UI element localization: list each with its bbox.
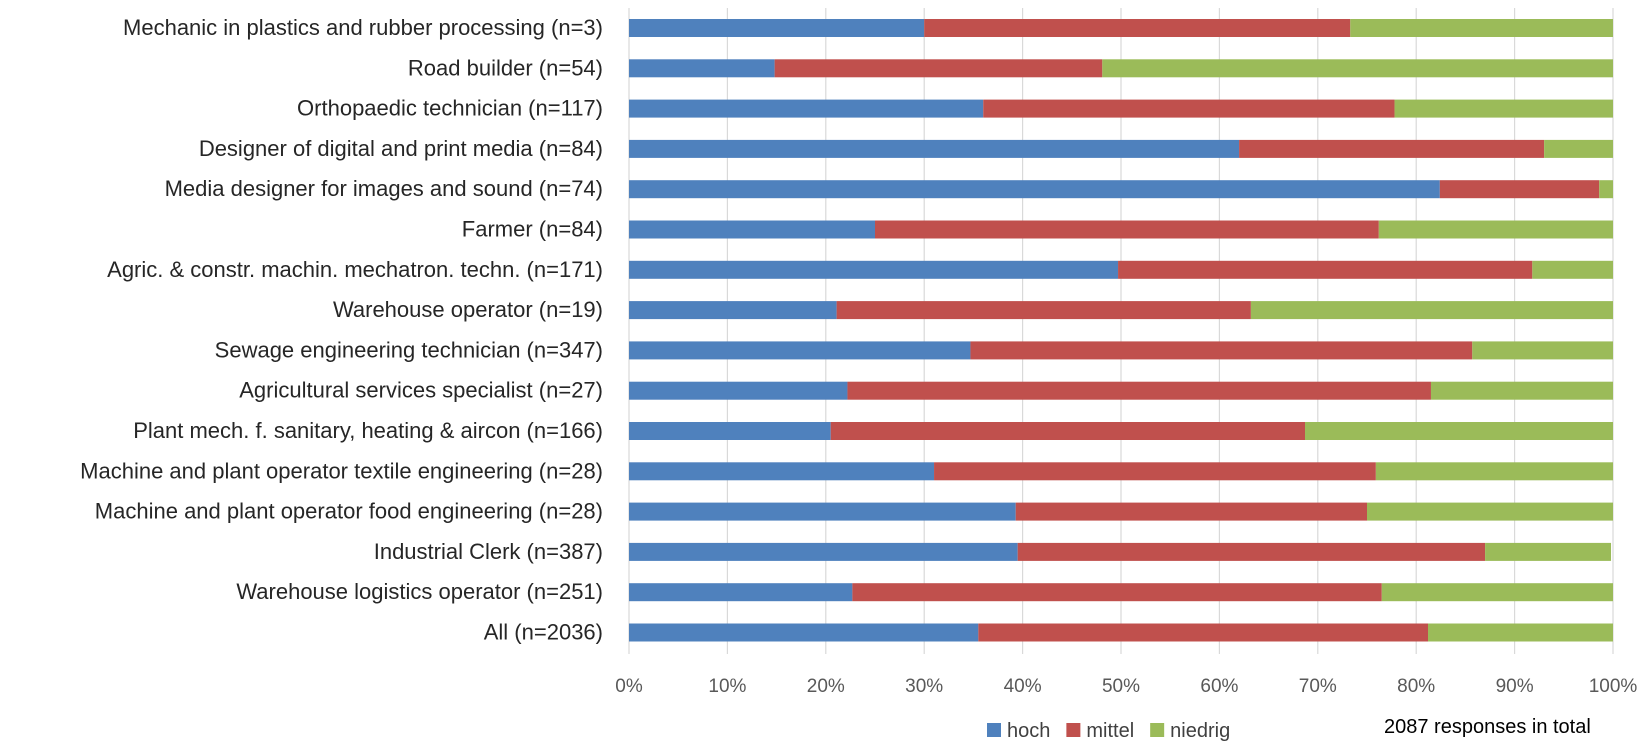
- bar-segment-hoch: [629, 180, 1440, 199]
- bar-segment-mittel: [1017, 542, 1486, 561]
- bar-segment-hoch: [629, 422, 831, 440]
- bar-segment-niedrig: [1472, 341, 1613, 360]
- bar-segment-hoch: [629, 260, 1119, 279]
- bar-segment-niedrig: [1350, 19, 1613, 37]
- bar-segment-niedrig: [1485, 542, 1612, 561]
- legend-label: mittel: [1086, 720, 1134, 742]
- category-label: Agricultural services specialist (n=27): [239, 378, 603, 403]
- bar-segment-niedrig: [1381, 583, 1613, 602]
- bar-segment-hoch: [629, 502, 1016, 521]
- category-label: Agric. & constr. machin. mechatron. tech…: [107, 257, 603, 282]
- bar-segment-mittel: [978, 623, 1429, 642]
- category-label: Mechanic in plastics and rubber processi…: [123, 15, 603, 40]
- bar-segment-niedrig: [1367, 502, 1613, 521]
- bars: [629, 19, 1613, 642]
- x-tick-label: 40%: [1004, 676, 1042, 697]
- bar-segment-niedrig: [1532, 260, 1613, 279]
- category-label: Machine and plant operator food engineer…: [95, 499, 603, 524]
- bar-segment-mittel: [830, 422, 1306, 440]
- x-tick-label: 70%: [1299, 676, 1337, 697]
- bar-segment-mittel: [875, 220, 1379, 239]
- bar-segment-mittel: [774, 59, 1103, 78]
- category-label: Sewage engineering technician (n=347): [215, 337, 603, 362]
- category-label: Orthopaedic technician (n=117): [297, 96, 603, 121]
- bar-segment-hoch: [629, 301, 837, 320]
- category-label: Machine and plant operator textile engin…: [80, 458, 603, 483]
- bar-segment-hoch: [629, 139, 1240, 158]
- legend-swatch-niedrig: [1150, 723, 1165, 737]
- legend-swatch-mittel: [1066, 723, 1081, 737]
- x-tick-label: 90%: [1496, 676, 1534, 697]
- category-label: Farmer (n=84): [462, 217, 603, 242]
- legend-label: niedrig: [1170, 720, 1230, 742]
- bar-segment-mittel: [924, 19, 1351, 37]
- bar-segment-niedrig: [1305, 422, 1613, 440]
- bar-segment-niedrig: [1544, 139, 1613, 158]
- x-tick-label: 10%: [708, 676, 746, 697]
- bar-segment-mittel: [847, 381, 1431, 400]
- x-tick-label: 20%: [807, 676, 845, 697]
- bar-segment-mittel: [983, 99, 1395, 118]
- x-tick-label: 30%: [905, 676, 943, 697]
- bar-segment-hoch: [629, 59, 775, 78]
- bar-segment-niedrig: [1430, 381, 1613, 400]
- category-label: Warehouse operator (n=19): [333, 297, 603, 322]
- bar-segment-hoch: [629, 99, 984, 118]
- bar-segment-mittel: [1015, 502, 1367, 521]
- bar-segment-niedrig: [1428, 623, 1613, 642]
- category-label: Industrial Clerk (n=387): [374, 539, 603, 564]
- bar-segment-hoch: [629, 19, 925, 37]
- bar-segment-niedrig: [1375, 462, 1613, 481]
- category-label: Plant mech. f. sanitary, heating & airco…: [133, 418, 603, 443]
- bar-segment-mittel: [970, 341, 1473, 360]
- bar-segment-hoch: [629, 341, 971, 360]
- x-tick-label: 50%: [1102, 676, 1140, 697]
- bar-segment-mittel: [1118, 260, 1533, 279]
- legend: hoch mittel niedrig: [987, 720, 1230, 742]
- bar-segment-niedrig: [1394, 99, 1613, 118]
- bar-segment-mittel: [1239, 139, 1545, 158]
- category-label: Designer of digital and print media (n=8…: [199, 136, 603, 161]
- category-label: Road builder (n=54): [408, 55, 603, 80]
- bar-segment-hoch: [629, 583, 853, 602]
- total-responses-note: 2087 responses in total: [1384, 716, 1591, 738]
- x-tick-label: 0%: [615, 676, 643, 697]
- x-tick-label: 80%: [1397, 676, 1435, 697]
- bar-segment-hoch: [629, 381, 848, 400]
- bar-segment-niedrig: [1102, 59, 1613, 78]
- category-labels: Mechanic in plastics and rubber processi…: [80, 15, 603, 645]
- x-tick-label: 100%: [1589, 676, 1638, 697]
- bar-segment-hoch: [629, 462, 935, 481]
- legend-label: hoch: [1007, 720, 1050, 742]
- bar-segment-mittel: [1439, 180, 1600, 199]
- category-label: Media designer for images and sound (n=7…: [165, 176, 603, 201]
- bar-segment-mittel: [934, 462, 1376, 481]
- x-tick-label: 60%: [1200, 676, 1238, 697]
- bar-segment-niedrig: [1599, 180, 1613, 199]
- bar-segment-hoch: [629, 542, 1018, 561]
- bar-segment-niedrig: [1378, 220, 1613, 239]
- x-tick-labels: 0% 10% 20% 30% 40% 50% 60% 70% 80% 90% 100%: [615, 676, 1637, 697]
- bar-segment-hoch: [629, 623, 979, 642]
- legend-swatch-hoch: [987, 723, 1001, 737]
- category-label: Warehouse logistics operator (n=251): [236, 579, 603, 604]
- bar-segment-niedrig: [1250, 301, 1613, 320]
- category-label: All (n=2036): [484, 620, 603, 645]
- bar-segment-mittel: [836, 301, 1251, 320]
- bar-segment-hoch: [629, 220, 875, 239]
- bar-segment-mittel: [852, 583, 1382, 602]
